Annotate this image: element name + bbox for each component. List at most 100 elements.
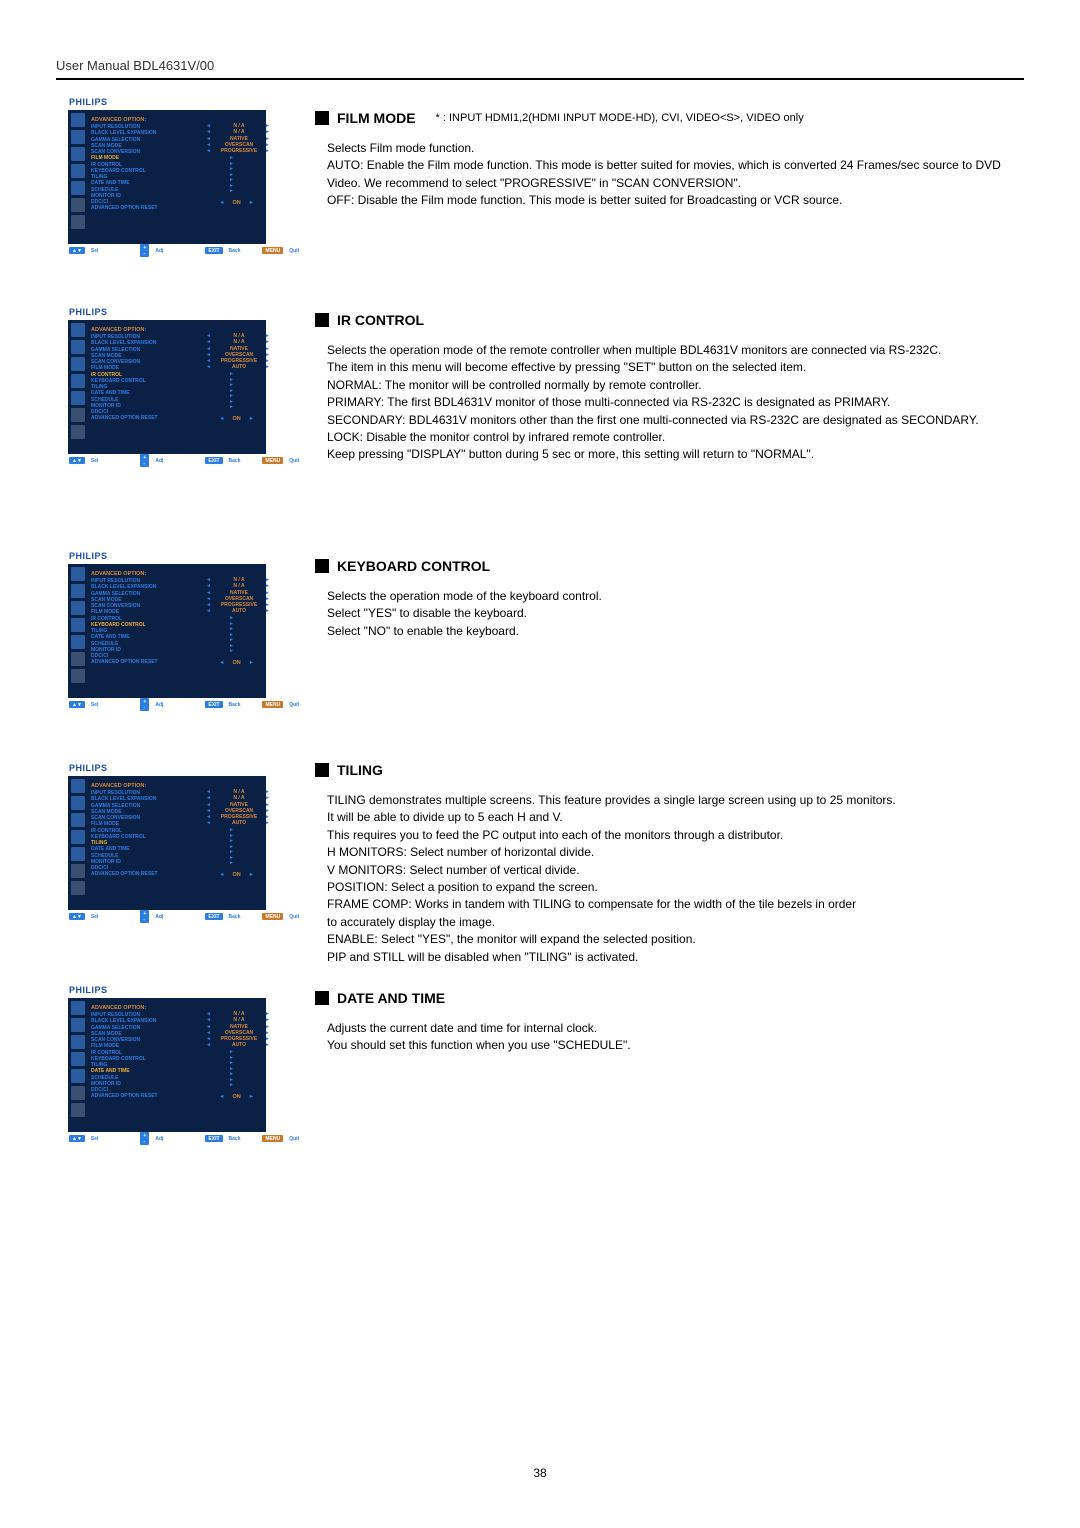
section-title: TILING: [315, 762, 1015, 778]
osd-sidebar-icon: [71, 584, 85, 598]
osd-footer: ▲▼Sel+ -AdjEXITBackMENUQuit: [69, 698, 265, 711]
osd-footer-btn: EXIT: [205, 1135, 222, 1142]
section-title: KEYBOARD CONTROL: [315, 558, 1015, 574]
section-body-line: OFF: Disable the Film mode function. Thi…: [327, 192, 1015, 209]
osd-arrow-column: ►►►►►►►: [229, 372, 234, 411]
osd-menu: ADVANCED OPTION:INPUT RESOLUTIONBLACK LE…: [91, 327, 219, 422]
osd-footer-label: Adj: [155, 1136, 163, 1142]
osd-sidebar-icon: [71, 847, 85, 861]
osd-sidebar: [71, 779, 87, 895]
osd-menu-item: ADVANCED OPTION RESET: [91, 659, 219, 665]
osd-sidebar-icon: [71, 1052, 85, 1066]
osd-footer-btn: EXIT: [205, 913, 222, 920]
osd-arrow-right-icon: ►: [229, 189, 234, 195]
section-body: TILING demonstrates multiple screens. Th…: [327, 792, 1015, 966]
section-body-line: ENABLE: Select "YES", the monitor will e…: [327, 931, 1015, 948]
osd-screenshot: PHILIPSADVANCED OPTION:INPUT RESOLUTIONB…: [68, 776, 266, 910]
osd-arrow-column: ►►►►►►►: [229, 1050, 234, 1089]
section-body-line: NORMAL: The monitor will be controlled n…: [327, 377, 1015, 394]
osd-screenshot: PHILIPSADVANCED OPTION:INPUT RESOLUTIONB…: [68, 564, 266, 698]
bullet-square-icon: [315, 763, 329, 777]
osd-footer-label: Quit: [289, 458, 299, 464]
osd-sidebar-icon: [71, 1018, 85, 1032]
osd-sidebar-icon: [71, 635, 85, 649]
section-title-text: FILM MODE: [337, 110, 416, 126]
osd-footer: ▲▼Sel+ -AdjEXITBackMENUQuit: [69, 244, 265, 257]
osd-sidebar-icon: [71, 813, 85, 827]
osd-sidebar-icon: [71, 652, 85, 666]
osd-brand: PHILIPS: [69, 97, 108, 107]
osd-footer-label: Sel: [91, 458, 99, 464]
section-body-line: SECONDARY: BDL4631V monitors other than …: [327, 412, 1015, 429]
osd-brand: PHILIPS: [69, 551, 108, 561]
osd-on-value: ◄ON►: [219, 416, 254, 422]
osd-sidebar-icon: [71, 864, 85, 878]
osd-menu-title: ADVANCED OPTION:: [91, 783, 219, 789]
osd-footer: ▲▼Sel+ -AdjEXITBackMENUQuit: [69, 454, 265, 467]
section-body-line: Selects the operation mode of the keyboa…: [327, 588, 1015, 605]
osd-sidebar-icon: [71, 198, 85, 212]
osd-menu: ADVANCED OPTION:INPUT RESOLUTIONBLACK LE…: [91, 117, 219, 212]
osd-footer-label: Sel: [91, 702, 99, 708]
section-note: * : INPUT HDMI1,2(HDMI INPUT MODE-HD), C…: [436, 112, 804, 124]
osd-sidebar-icon: [71, 669, 85, 683]
osd-footer-label: Quit: [289, 702, 299, 708]
osd-menu-item: ADVANCED OPTION RESET: [91, 415, 219, 421]
section-body-line: Selects Film mode function.: [327, 140, 1015, 157]
section-body-line: FRAME COMP: Works in tandem with TILING …: [327, 896, 1015, 913]
osd-sidebar-icon: [71, 408, 85, 422]
bullet-square-icon: [315, 111, 329, 125]
osd-sidebar-icon: [71, 147, 85, 161]
page-number: 38: [0, 1466, 1080, 1480]
osd-menu: ADVANCED OPTION:INPUT RESOLUTIONBLACK LE…: [91, 1005, 219, 1100]
section-body-line: This requires you to feed the PC output …: [327, 827, 1015, 844]
section-body-line: Select "YES" to disable the keyboard.: [327, 605, 1015, 622]
osd-menu-title: ADVANCED OPTION:: [91, 117, 219, 123]
osd-footer-btn: MENU: [262, 1135, 283, 1142]
osd-menu: ADVANCED OPTION:INPUT RESOLUTIONBLACK LE…: [91, 571, 219, 666]
osd-screenshot: PHILIPSADVANCED OPTION:INPUT RESOLUTIONB…: [68, 998, 266, 1132]
section-body-line: PIP and STILL will be disabled when "TIL…: [327, 949, 1015, 966]
osd-sidebar-icon: [71, 830, 85, 844]
osd-value: ◄AUTO►: [214, 608, 264, 614]
osd-footer: ▲▼Sel+ -AdjEXITBackMENUQuit: [69, 910, 265, 923]
osd-footer-label: Back: [229, 1136, 241, 1142]
osd-on-value: ◄ON►: [219, 1094, 254, 1100]
osd-sidebar-icon: [71, 181, 85, 195]
osd-sidebar-icon: [71, 567, 85, 581]
osd-footer-btn: ▲▼: [69, 1135, 85, 1142]
osd-menu-item: ADVANCED OPTION RESET: [91, 205, 219, 211]
osd-footer-btn: ▲▼: [69, 457, 85, 464]
osd-footer-btn: MENU: [262, 247, 283, 254]
osd-footer-btn: MENU: [262, 701, 283, 708]
osd-footer-btn: + -: [140, 454, 149, 467]
page-header: User Manual BDL4631V/00: [56, 58, 214, 73]
osd-footer-label: Back: [229, 248, 241, 254]
osd-value: ◄AUTO►: [214, 820, 264, 826]
osd-footer: ▲▼Sel+ -AdjEXITBackMENUQuit: [69, 1132, 265, 1145]
section-body-line: It will be able to divide up to 5 each H…: [327, 809, 1015, 826]
osd-sidebar-icon: [71, 1103, 85, 1117]
osd-footer-btn: EXIT: [205, 701, 222, 708]
osd-arrow-right-icon: ►: [229, 861, 234, 867]
osd-sidebar-icon: [71, 357, 85, 371]
section-body: Selects the operation mode of the remote…: [327, 342, 1015, 464]
osd-menu-title: ADVANCED OPTION:: [91, 1005, 219, 1011]
osd-footer-label: Adj: [155, 458, 163, 464]
osd-menu-item: ADVANCED OPTION RESET: [91, 871, 219, 877]
osd-footer-btn: ▲▼: [69, 701, 85, 708]
osd-arrow-column: ►►►►►►►: [229, 616, 234, 655]
osd-arrow-right-icon: ►: [229, 405, 234, 411]
osd-values: ◄N / A►◄N / A►◄NATIVE►◄OVERSCAN►◄PROGRES…: [214, 1011, 264, 1049]
section-body-line: Keep pressing "DISPLAY" button during 5 …: [327, 446, 1015, 463]
section-title: IR CONTROL: [315, 312, 1015, 328]
section-title-text: TILING: [337, 762, 383, 778]
section-body-line: Adjusts the current date and time for in…: [327, 1020, 1015, 1037]
osd-brand: PHILIPS: [69, 763, 108, 773]
osd-footer-label: Quit: [289, 914, 299, 920]
bullet-square-icon: [315, 559, 329, 573]
section-body-line: V MONITORS: Select number of vertical di…: [327, 862, 1015, 879]
osd-footer-label: Back: [229, 914, 241, 920]
osd-footer-btn: MENU: [262, 913, 283, 920]
osd-footer-label: Quit: [289, 1136, 299, 1142]
